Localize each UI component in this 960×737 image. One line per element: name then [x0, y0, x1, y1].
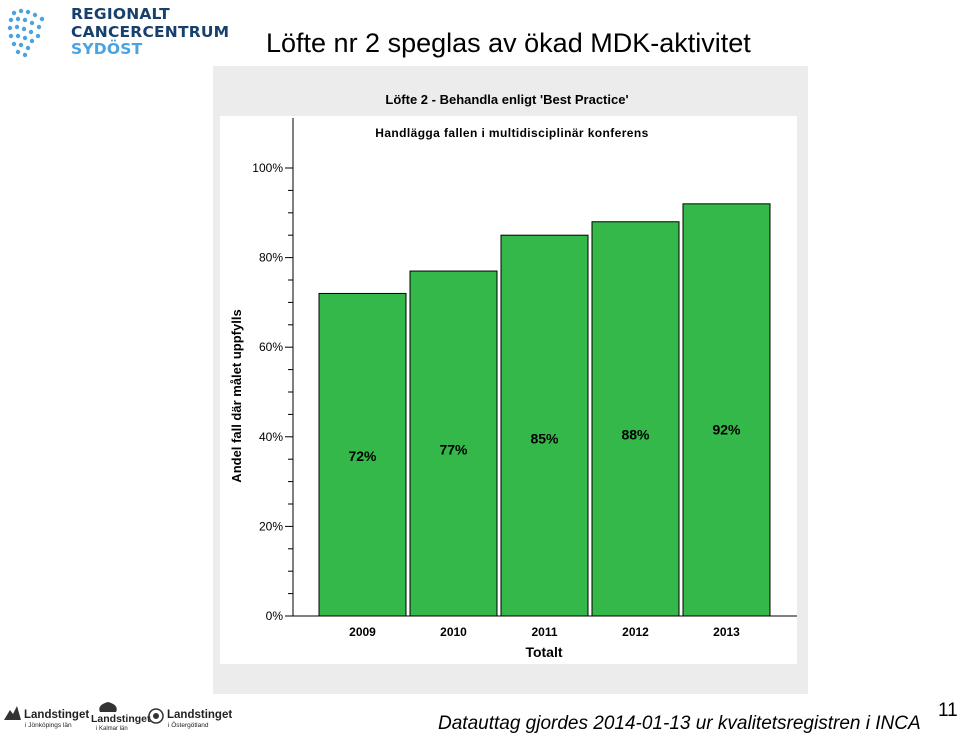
category-label-2009: 2009 — [349, 625, 376, 639]
landstinget-ostergotland-logo: Landstinget i Östergötland — [148, 708, 232, 729]
bar-2012 — [591, 221, 680, 617]
category-label-2010: 2010 — [440, 625, 467, 639]
page-number: 11 — [938, 700, 958, 721]
category-label-2011: 2011 — [531, 625, 557, 639]
landstinget-kalmar-logo: Landstinget i Kalmar län — [91, 702, 151, 732]
rcc-logo-text: REGIONALT CANCERCENTRUM SYDÖST — [71, 5, 230, 59]
data-label-2011: 85% — [530, 431, 559, 447]
x-axis-label: Totalt — [525, 644, 562, 660]
bar-2009 — [318, 292, 407, 617]
bar-2013 — [682, 203, 771, 617]
footer-logo-sub-2: i Kalmar län — [96, 726, 128, 732]
category-label-2012: 2012 — [622, 625, 649, 639]
chart-title: Löfte 2 - Behandla enligt 'Best Practice… — [385, 92, 628, 107]
data-label-2012: 88% — [621, 427, 650, 443]
y-tick-label: 40% — [259, 430, 283, 444]
y-tick-label: 80% — [259, 251, 283, 265]
y-tick-label: 0% — [266, 609, 284, 623]
data-labels: 72% 77% 85% 88% 92% — [348, 421, 741, 464]
bar-chart: Löfte 2 - Behandla enligt 'Best Practice… — [220, 92, 797, 664]
footer-logo-name-2: Landstinget — [91, 713, 151, 725]
data-label-2010: 77% — [439, 441, 468, 457]
rcc-logo: REGIONALT CANCERCENTRUM SYDÖST — [5, 3, 229, 65]
footer-logos: Landstinget i Jönköpings län Landstinget… — [4, 702, 232, 732]
y-axis-label: Andel fall där målet uppfylls — [229, 309, 244, 482]
category-label-2013: 2013 — [713, 625, 740, 639]
y-axis-ticks — [285, 167, 293, 617]
slide-title: Löfte nr 2 speglas av ökad MDK-aktivitet — [266, 28, 751, 58]
y-tick-label: 20% — [259, 519, 283, 533]
logo-line3: SYDÖST — [71, 40, 143, 58]
logo-line1: REGIONALT — [71, 5, 170, 23]
rcc-logo-icon — [7, 8, 45, 58]
landstinget-jonkoping-icon — [4, 706, 21, 720]
y-axis-tick-labels: 0% 20% 40% 60% 80% 100% — [252, 161, 283, 623]
data-label-2013: 92% — [712, 421, 741, 437]
data-source-note: Datauttag gjordes 2014-01-13 ur kvalitet… — [438, 713, 921, 734]
chart-subtitle: Handlägga fallen i multidisciplinär konf… — [375, 126, 648, 140]
y-tick-label: 60% — [259, 340, 283, 354]
y-tick-label: 100% — [252, 161, 283, 175]
footer-logo-sub-1: i Jönköpings län — [25, 722, 72, 729]
data-label-2009: 72% — [348, 448, 377, 464]
logo-line2: CANCERCENTRUM — [71, 22, 230, 41]
bars — [318, 203, 771, 617]
bar-2011 — [500, 234, 589, 617]
bar-2010 — [409, 270, 498, 617]
landstinget-jonkoping-logo: Landstinget i Jönköpings län — [4, 706, 89, 729]
footer-logo-name-1: Landstinget — [24, 709, 89, 721]
footer-logo-sub-3: i Östergötland — [168, 721, 209, 729]
landstinget-ostergotland-icon-center — [153, 713, 159, 719]
landstinget-ostergotland-icon — [148, 708, 164, 724]
footer-logo-name-3: Landstinget — [167, 709, 232, 721]
landstinget-kalmar-icon — [99, 702, 117, 712]
category-labels: 2009 2010 2011 2012 2013 — [349, 625, 740, 639]
